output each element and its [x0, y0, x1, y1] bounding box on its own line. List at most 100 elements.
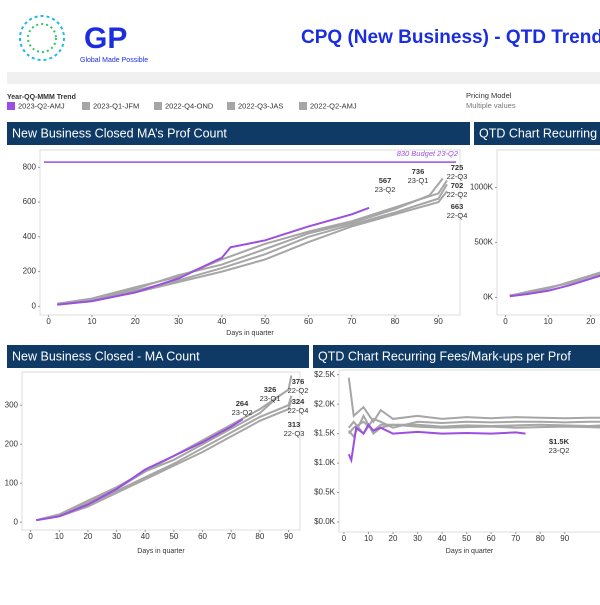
y-tick-label: $2.5K [314, 370, 336, 379]
x-tick-label: 80 [255, 532, 264, 541]
y-tick-label: 1000K [470, 183, 494, 192]
end-value-label: 324 [292, 397, 305, 406]
series-line [36, 375, 293, 522]
budget-label: 830 Budget 23-Q2 [397, 149, 459, 158]
end-series-label: 23-Q1 [260, 394, 281, 403]
x-tick-label: 0 [503, 317, 508, 326]
end-series-label: 22-Q2 [288, 386, 309, 395]
end-value-label: 376 [292, 377, 305, 386]
x-tick-label: 20 [83, 532, 92, 541]
panel-header [313, 345, 600, 368]
y-tick-label: $1.0K [314, 458, 336, 467]
logo-icon [19, 15, 65, 61]
series-line [509, 274, 600, 298]
end-series-label: 22-Q3 [447, 172, 468, 181]
series-line [348, 420, 600, 435]
end-value-label: $1.5K [549, 437, 570, 446]
y-tick-label: 0 [32, 301, 37, 310]
series-line [348, 413, 600, 439]
series-line [36, 418, 244, 522]
y-tick-label: 0K [483, 293, 493, 302]
y-tick-label: $0.0K [314, 517, 336, 526]
x-tick-label: 10 [364, 534, 373, 543]
x-tick-label: 50 [169, 532, 178, 541]
legend-label: 2023-Q2-AMJ [18, 101, 65, 110]
legend-label: 2022-Q3-JAS [238, 101, 283, 110]
logo-tagline: Global Made Possible [80, 57, 148, 64]
legend-title: Year-QQ-MMM Trend [7, 94, 76, 101]
end-series-label: 22-Q3 [284, 429, 305, 438]
panel-title: New Business Closed MA’s Prof Count [12, 126, 227, 140]
x-tick-label: 10 [55, 532, 64, 541]
legend-swatch [82, 102, 90, 110]
x-tick-label: 80 [391, 317, 400, 326]
y-tick-label: 200 [23, 267, 37, 276]
end-value-label: 313 [288, 420, 301, 429]
series-line [509, 271, 600, 297]
x-tick-label: 50 [261, 317, 270, 326]
plot-frame [338, 369, 600, 533]
band [7, 72, 600, 84]
x-tick-label: 30 [112, 532, 121, 541]
panel-title: New Business Closed - MA Count [12, 349, 200, 363]
series-line [57, 206, 370, 306]
series-line [36, 399, 293, 522]
y-tick-label: $0.5K [314, 488, 336, 497]
series-line [36, 394, 281, 522]
y-tick-label: $2.0K [314, 399, 336, 408]
y-tick-label: 800 [23, 162, 37, 171]
x-axis-label: Days in quarter [446, 548, 494, 555]
x-tick-label: 0 [342, 534, 347, 543]
legend-label: 2022-Q4-OND [165, 101, 214, 110]
end-series-label: 23-Q1 [408, 176, 429, 185]
y-tick-label: 600 [23, 197, 37, 206]
series-line [57, 177, 444, 305]
x-tick-label: 40 [217, 317, 226, 326]
y-tick-label: 400 [23, 232, 37, 241]
legend-swatch [7, 102, 15, 110]
panel-header [7, 345, 309, 368]
y-tick-label: 100 [5, 478, 19, 487]
end-series-label: 22-Q4 [447, 211, 468, 220]
y-tick-label: 0 [14, 517, 19, 526]
x-tick-label: 60 [487, 534, 496, 543]
filter-value[interactable]: Multiple values [466, 101, 516, 110]
x-tick-label: 80 [536, 534, 545, 543]
x-tick-label: 30 [174, 317, 183, 326]
x-tick-label: 20 [131, 317, 140, 326]
series-line [347, 423, 526, 464]
end-series-label: 22-Q4 [288, 406, 309, 415]
series-line [57, 183, 448, 306]
y-tick-label: 200 [5, 439, 19, 448]
legend-swatch [299, 102, 307, 110]
x-tick-label: 40 [141, 532, 150, 541]
x-tick-label: 20 [586, 317, 595, 326]
series-line [347, 377, 600, 424]
y-tick-label: 300 [5, 400, 19, 409]
x-tick-label: 0 [46, 317, 51, 326]
y-tick-label: 500K [474, 238, 493, 247]
panel-title: QTD Chart Recurring Fees [479, 126, 600, 140]
y-tick-label: $1.5K [314, 429, 336, 438]
x-tick-label: 0 [28, 532, 33, 541]
x-tick-label: 90 [284, 532, 293, 541]
filter-title: Pricing Model [466, 91, 512, 100]
x-tick-label: 40 [438, 534, 447, 543]
end-value-label: 264 [236, 399, 249, 408]
plot-frame [496, 149, 600, 316]
x-tick-label: 60 [198, 532, 207, 541]
end-series-label: 22-Q2 [447, 190, 468, 199]
panel-title: QTD Chart Recurring Fees/Mark-ups per Pr… [318, 349, 571, 363]
logo-text: GP [84, 22, 127, 55]
plot-frame [39, 149, 461, 316]
x-tick-label: 90 [434, 317, 443, 326]
x-tick-label: 10 [544, 317, 553, 326]
x-tick-label: 90 [560, 534, 569, 543]
x-tick-label: 20 [389, 534, 398, 543]
page-title: CPQ (New Business) - QTD Trend [301, 27, 600, 48]
end-value-label: 702 [451, 181, 464, 190]
end-value-label: 725 [451, 163, 464, 172]
x-tick-label: 70 [347, 317, 356, 326]
plot-frame [21, 371, 301, 531]
